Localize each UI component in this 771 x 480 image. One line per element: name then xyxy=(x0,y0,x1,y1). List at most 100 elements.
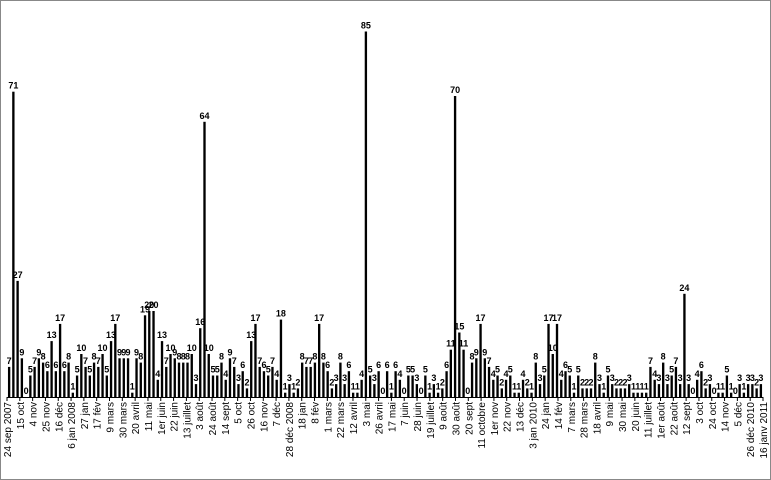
x-tick-label: 17 mai xyxy=(387,402,398,432)
bar xyxy=(347,371,351,397)
data-label: 3 xyxy=(627,373,632,383)
data-label: 3 xyxy=(686,373,691,383)
x-tick-layer: 24 sep 2007 15 oct 4 nov 25 nov 16 déc 6 jan … xyxy=(3,397,770,459)
x-tick-label: 1 mars xyxy=(323,402,334,433)
bar xyxy=(611,384,614,397)
data-label: 5 xyxy=(669,365,674,375)
data-label: 3 xyxy=(236,373,241,383)
data-label: 8 xyxy=(92,352,97,362)
bar xyxy=(538,384,542,397)
data-label: 9 xyxy=(482,347,487,357)
data-label: 17 xyxy=(476,313,486,323)
bar xyxy=(203,121,206,398)
bar xyxy=(233,366,236,397)
x-tick-label: 14 sept xyxy=(221,402,232,435)
bar xyxy=(216,375,219,397)
bar xyxy=(322,362,325,397)
x-tick-label: 5 oct xyxy=(234,402,245,424)
bar xyxy=(177,362,181,397)
bar xyxy=(572,392,576,397)
bar xyxy=(122,358,125,397)
data-label: 4 xyxy=(695,369,700,379)
bar xyxy=(165,366,168,397)
data-label: 5 xyxy=(75,365,80,375)
bar xyxy=(199,328,202,397)
x-tick-label: 3 août xyxy=(195,402,206,430)
x-tick-label: 11 mai xyxy=(144,402,155,431)
data-label: 10 xyxy=(76,343,86,353)
data-label: 4 xyxy=(652,369,657,379)
bar xyxy=(475,358,478,397)
data-label: 4 xyxy=(521,369,526,379)
data-label: 5 xyxy=(576,365,581,375)
x-tick-label: 18 avril xyxy=(592,402,603,434)
bar xyxy=(33,366,36,397)
data-label: 13 xyxy=(246,330,256,340)
bar xyxy=(267,375,270,397)
data-label: 7 xyxy=(304,356,309,366)
bar xyxy=(20,358,24,397)
bar xyxy=(97,366,100,397)
bar xyxy=(411,375,414,397)
data-label: 17 xyxy=(55,313,65,323)
data-label: 8 xyxy=(533,352,538,362)
bar xyxy=(479,323,482,397)
bar xyxy=(496,375,499,397)
data-label: 1 xyxy=(351,382,356,392)
bar xyxy=(521,379,525,397)
data-label: 2 xyxy=(703,377,708,387)
bar xyxy=(432,384,436,397)
x-tick-label: 1er août xyxy=(656,402,667,439)
bar xyxy=(339,362,342,397)
bar xyxy=(683,293,686,397)
data-label: 4 xyxy=(155,369,160,379)
data-label: 5 xyxy=(210,365,215,375)
data-label: 3 xyxy=(538,373,543,383)
data-label: 10 xyxy=(166,343,176,353)
bar xyxy=(398,379,402,397)
data-label: 10 xyxy=(204,343,214,353)
bar xyxy=(29,375,32,397)
data-label: 5 xyxy=(605,365,610,375)
bar xyxy=(428,392,431,397)
data-label: 4 xyxy=(504,369,509,379)
bar xyxy=(228,358,232,397)
bar xyxy=(585,388,588,397)
bar xyxy=(207,354,210,397)
data-label: 4 xyxy=(359,369,364,379)
data-label: 5 xyxy=(87,365,92,375)
data-label: 3 xyxy=(334,373,339,383)
bar xyxy=(254,323,257,397)
data-label: 8 xyxy=(300,352,305,362)
bar xyxy=(670,375,673,397)
bar xyxy=(526,388,529,397)
data-label: 2 xyxy=(622,377,627,387)
bar xyxy=(58,323,62,397)
bar xyxy=(674,366,678,397)
data-label: 6 xyxy=(699,360,704,370)
bar xyxy=(190,354,193,397)
bar xyxy=(152,311,155,397)
x-tick-label: 16 nov xyxy=(259,402,270,432)
data-label: 1 xyxy=(427,382,432,392)
bar xyxy=(241,371,244,397)
data-label: 3 xyxy=(678,373,683,383)
data-label: 6 xyxy=(444,360,449,370)
data-label: 7 xyxy=(308,356,313,366)
data-label: 2 xyxy=(329,377,334,387)
bar xyxy=(114,323,117,397)
data-label: 8 xyxy=(181,352,186,362)
data-label: 6 xyxy=(240,360,245,370)
bar xyxy=(645,392,648,397)
data-label: 13 xyxy=(47,330,57,340)
data-label: 1 xyxy=(720,382,725,392)
x-tick-label: 9 mai xyxy=(605,402,616,426)
bar xyxy=(67,362,70,397)
data-label: 19 xyxy=(140,304,150,314)
data-label: 0 xyxy=(733,386,738,396)
data-label: 71 xyxy=(8,81,18,91)
data-label: 1 xyxy=(512,382,517,392)
data-label: 7 xyxy=(673,356,678,366)
data-label: 7 xyxy=(257,356,262,366)
data-label: 8 xyxy=(470,352,475,362)
